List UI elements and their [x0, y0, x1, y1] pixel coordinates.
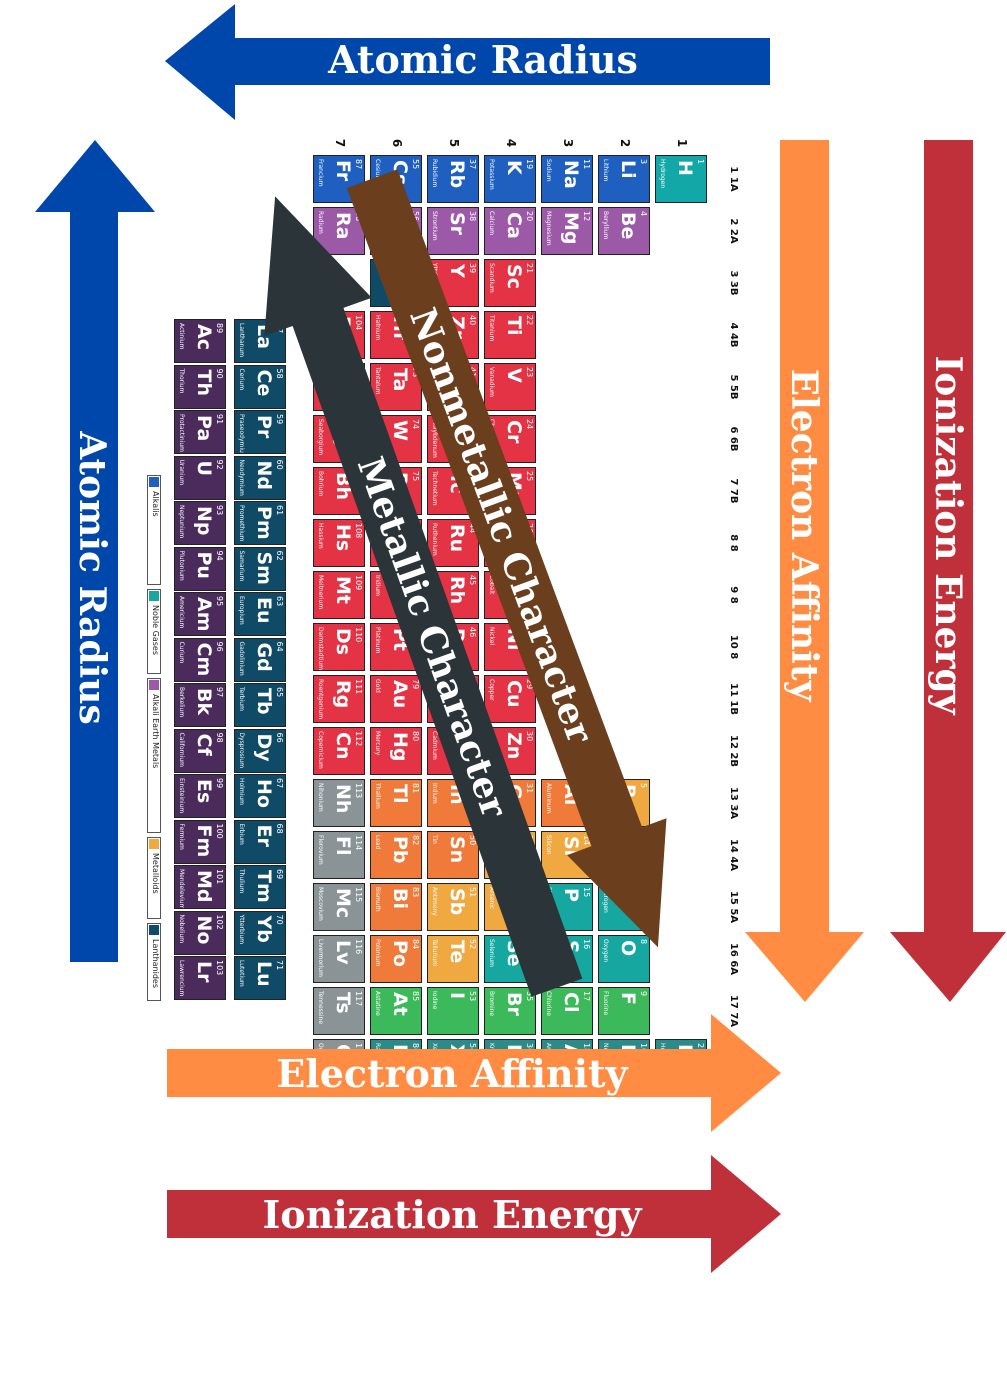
- atomic-radius-left-arrow-shape: [35, 140, 155, 962]
- atomic-radius-top-label: Atomic Radius: [327, 37, 638, 82]
- ionization-energy-right-arrow: Ionization Energy: [890, 140, 1006, 1002]
- atomic-radius-left-label: Atomic Radius: [71, 430, 113, 725]
- ionization-energy-bottom-arrow-shape: [167, 1155, 781, 1273]
- atomic-radius-top-arrow: Atomic Radius: [165, 4, 770, 120]
- atomic-radius-top-arrow-shape: [165, 4, 770, 120]
- ionization-energy-right-arrow-shape: [890, 140, 1006, 1002]
- electron-affinity-bottom-label: Electron Affinity: [276, 1051, 628, 1096]
- electron-affinity-right-arrow: Electron Affinity: [745, 140, 864, 1002]
- ionization-energy-bottom-label: Ionization Energy: [262, 1192, 642, 1237]
- nonmetallic-character-arrow-shape: [346, 169, 667, 948]
- electron-affinity-bottom-arrow-shape: [167, 1014, 781, 1132]
- ionization-energy-bottom-arrow: Ionization Energy: [167, 1155, 781, 1273]
- electron-affinity-right-label: Electron Affinity: [783, 369, 825, 703]
- electron-affinity-bottom-arrow: Electron Affinity: [167, 1014, 781, 1132]
- ionization-energy-right-label: Ionization Energy: [927, 355, 969, 715]
- atomic-radius-left-arrow: Atomic Radius: [35, 140, 155, 962]
- electron-affinity-right-arrow-shape: [745, 140, 864, 1002]
- metallic-character-arrow-shape: [264, 196, 583, 997]
